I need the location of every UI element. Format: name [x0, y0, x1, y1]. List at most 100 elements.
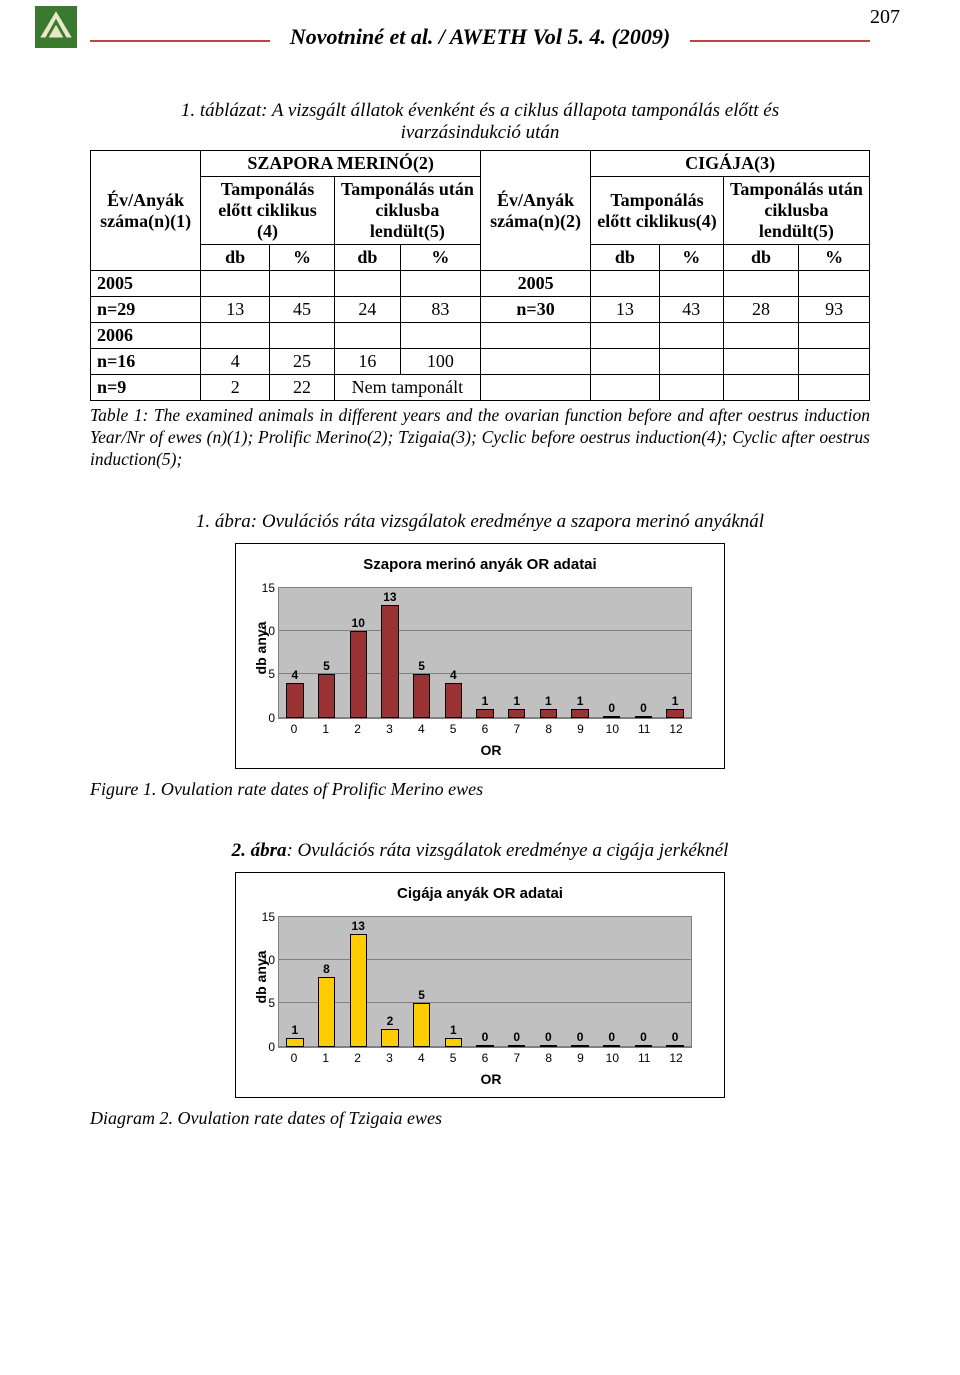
table-cell [480, 375, 590, 401]
chart-xtick: 0 [278, 722, 310, 736]
fig-number: 1. ábra: [196, 511, 262, 532]
chart-xlabel: OR [272, 1071, 710, 1087]
fig1-caption: 1. ábra: Ovulációs ráta vizsgálatok ered… [90, 511, 870, 533]
chart-bar: 1 [571, 709, 588, 718]
chart-xtick: 1 [310, 722, 342, 736]
chart-bar-label: 1 [509, 694, 524, 708]
chart-body: db anya051015451013541111001012345678910… [250, 583, 710, 758]
chart-xtick: 5 [437, 722, 469, 736]
chart-bar-label: 8 [319, 962, 334, 976]
table-row: 2006 [91, 323, 870, 349]
chart-bar-label: 4 [446, 668, 461, 682]
chart-bar: 2 [381, 1029, 398, 1046]
chart-bar: 5 [318, 674, 335, 717]
chart-bar: 4 [445, 683, 462, 718]
table1-note: Table 1: The examined animals in differe… [90, 405, 870, 471]
chart-xtick: 10 [596, 1051, 628, 1065]
chart-bar-label: 0 [477, 1030, 492, 1044]
table-cell: 4 [201, 349, 270, 375]
chart-bar-label: 13 [382, 590, 397, 604]
col-subhead: Tamponálás után ciklusba lendült(5) [334, 177, 480, 245]
table-row: n=2913452483n=3013432893 [91, 297, 870, 323]
chart-bar-label: 5 [319, 659, 334, 673]
chart-bar-label: 0 [636, 701, 651, 715]
col-unit: % [799, 245, 870, 271]
chart-bar-label: 4 [287, 668, 302, 682]
chart-xlabel: OR [272, 742, 710, 758]
chart-bar-label: 1 [667, 694, 682, 708]
chart-xtick: 2 [342, 722, 374, 736]
table-cell [659, 323, 723, 349]
chart-xtick: 4 [405, 1051, 437, 1065]
chart-bar: 0 [666, 1045, 683, 1047]
table-cell: 22 [270, 375, 335, 401]
fig2-caption: 2. ábra: Ovulációs ráta vizsgálatok ered… [90, 840, 870, 862]
chart-bar: 8 [318, 977, 335, 1046]
chart-ytick: 0 [255, 711, 275, 725]
table-cell [799, 375, 870, 401]
fig2-chart: Cigája anyák OR adataidb anya05101518132… [90, 872, 870, 1098]
chart-bar: 0 [635, 1045, 652, 1047]
chart-bar: 5 [413, 1003, 430, 1046]
chart-xtick: 2 [342, 1051, 374, 1065]
table-cell [480, 349, 590, 375]
chart-title: Cigája anyák OR adatai [250, 885, 710, 902]
chart-ytick: 5 [255, 996, 275, 1010]
col-head: Év/Anyák száma(n)(2) [480, 151, 590, 271]
chart-xtick: 1 [310, 1051, 342, 1065]
chart-bar-label: 0 [604, 701, 619, 715]
page-number: 207 [870, 6, 900, 29]
chart-xtick: 12 [660, 722, 692, 736]
chart-xtick: 12 [660, 1051, 692, 1065]
fig1-chart: Szapora merinó anyák OR adataidb anya051… [90, 543, 870, 769]
col-unit: db [591, 245, 659, 271]
table-row: 20052005 [91, 271, 870, 297]
chart-xtick: 11 [628, 1051, 660, 1065]
table-row: n=9222Nem tamponált [91, 375, 870, 401]
col-subhead: Tamponálás előtt ciklikus (4) [201, 177, 335, 245]
chart-bar: 1 [540, 709, 557, 718]
chart-bar-label: 1 [477, 694, 492, 708]
chart-plot-area: 051015451013541111001 [278, 587, 692, 719]
chart-bar: 13 [350, 934, 367, 1047]
chart-bar: 13 [381, 605, 398, 718]
chart-frame: Cigája anyák OR adataidb anya05101518132… [235, 872, 725, 1098]
col-head: Év/Anyák száma(n)(1) [91, 151, 201, 271]
chart-xtick: 3 [374, 722, 406, 736]
table-cell: 2005 [91, 271, 201, 297]
table-cell: 2 [201, 375, 270, 401]
table-cell: 83 [400, 297, 480, 323]
chart-bar-label: 1 [572, 694, 587, 708]
chart-bar-label: 1 [287, 1023, 302, 1037]
table-cell: n=16 [91, 349, 201, 375]
chart-xtick: 5 [437, 1051, 469, 1065]
table-cell: 13 [591, 297, 659, 323]
chart-bar-label: 1 [541, 694, 556, 708]
chart-bar: 10 [350, 631, 367, 718]
chart-bar-label: 10 [351, 616, 366, 630]
col-unit: % [659, 245, 723, 271]
chart-xtick: 8 [533, 1051, 565, 1065]
col-unit: db [334, 245, 400, 271]
chart-bar-label: 1 [446, 1023, 461, 1037]
table-cell: 16 [334, 349, 400, 375]
table-cell: Nem tamponált [334, 375, 480, 401]
table-cell: 43 [659, 297, 723, 323]
chart-frame: Szapora merinó anyák OR adataidb anya051… [235, 543, 725, 769]
table-cell: 24 [334, 297, 400, 323]
table-cell [400, 271, 480, 297]
table-cell [723, 271, 798, 297]
chart-bar: 0 [571, 1045, 588, 1047]
chart-bar-label: 0 [541, 1030, 556, 1044]
table-cell: n=29 [91, 297, 201, 323]
chart-bar: 0 [603, 716, 620, 718]
table-row: n=1642516100 [91, 349, 870, 375]
chart-bar-label: 2 [382, 1014, 397, 1028]
fig1-credit: Figure 1. Ovulation rate dates of Prolif… [90, 779, 870, 800]
table-cell: 100 [400, 349, 480, 375]
chart-ytick: 10 [255, 624, 275, 638]
table-cell: 93 [799, 297, 870, 323]
chart-bar: 1 [508, 709, 525, 718]
chart-xtick: 6 [469, 1051, 501, 1065]
table-cell: n=30 [480, 297, 590, 323]
